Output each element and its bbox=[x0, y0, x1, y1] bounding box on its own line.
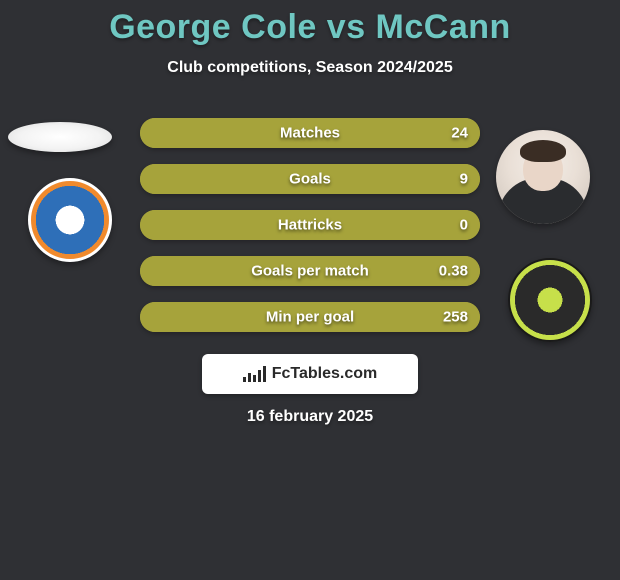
stat-row: Min per goal 258 bbox=[140, 302, 480, 332]
bar-chart-icon bbox=[243, 366, 266, 382]
branding-badge: FcTables.com bbox=[202, 354, 418, 394]
page-title: George Cole vs McCann bbox=[0, 0, 620, 47]
branding-text: FcTables.com bbox=[272, 365, 378, 383]
stat-value-right: 24 bbox=[451, 125, 468, 142]
stat-value-right: 0 bbox=[460, 217, 468, 234]
stat-row: Goals 9 bbox=[140, 164, 480, 194]
stat-row: Matches 24 bbox=[140, 118, 480, 148]
comparison-infographic: George Cole vs McCann Club competitions,… bbox=[0, 0, 620, 580]
stat-value-right: 0.38 bbox=[439, 263, 468, 280]
subtitle: Club competitions, Season 2024/2025 bbox=[0, 59, 620, 77]
stat-label: Goals per match bbox=[251, 263, 369, 280]
stat-label: Hattricks bbox=[278, 217, 342, 234]
stat-row: Hattricks 0 bbox=[140, 210, 480, 240]
stat-label: Matches bbox=[280, 125, 340, 142]
date-line: 16 february 2025 bbox=[0, 408, 620, 426]
stat-label: Min per goal bbox=[266, 309, 354, 326]
stat-label: Goals bbox=[289, 171, 331, 188]
stat-value-right: 9 bbox=[460, 171, 468, 188]
stat-value-right: 258 bbox=[443, 309, 468, 326]
stat-row: Goals per match 0.38 bbox=[140, 256, 480, 286]
